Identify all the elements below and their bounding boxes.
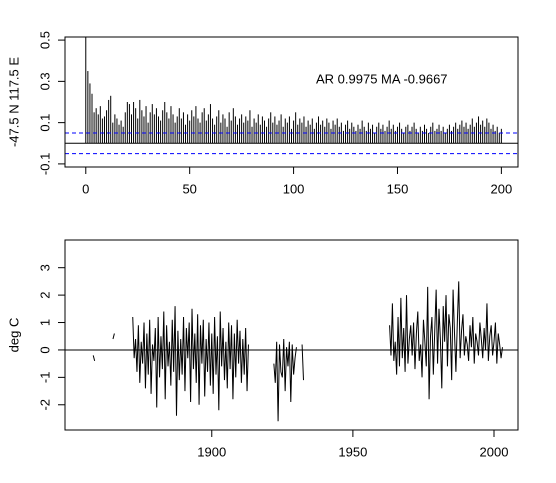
y-tick-label: 0 xyxy=(37,346,52,353)
x-tick-label: 2000 xyxy=(480,444,509,459)
x-tick-label: 1950 xyxy=(338,444,367,459)
y-tick-label: 2 xyxy=(37,291,52,298)
series-line xyxy=(92,281,503,422)
y-tick-label: 0.3 xyxy=(37,72,52,90)
x-tick-label: 150 xyxy=(387,181,409,196)
x-tick-label: 100 xyxy=(283,181,305,196)
y-tick-label: 1 xyxy=(37,319,52,326)
y-tick-label: 0.1 xyxy=(37,114,52,132)
x-tick-label: 50 xyxy=(182,181,196,196)
y-tick-label: 0.5 xyxy=(37,31,52,49)
y-tick-label: -2 xyxy=(37,399,52,411)
plot-frame xyxy=(64,36,519,168)
y-tick-label: -1 xyxy=(37,372,52,384)
y-tick-label: 3 xyxy=(37,264,52,271)
plot-area xyxy=(92,281,503,422)
annotation: AR 0.9975 MA -0.9667 xyxy=(316,71,448,86)
y-axis-label: deg C xyxy=(6,318,21,353)
x-tick-label: 200 xyxy=(491,181,513,196)
x-tick-label: 1900 xyxy=(197,444,226,459)
plot-frame xyxy=(64,239,519,431)
x-tick-label: 0 xyxy=(82,181,89,196)
y-tick-label: -0.1 xyxy=(37,153,52,175)
y-axis-label: -47.5 N 117.5 E xyxy=(6,57,21,147)
